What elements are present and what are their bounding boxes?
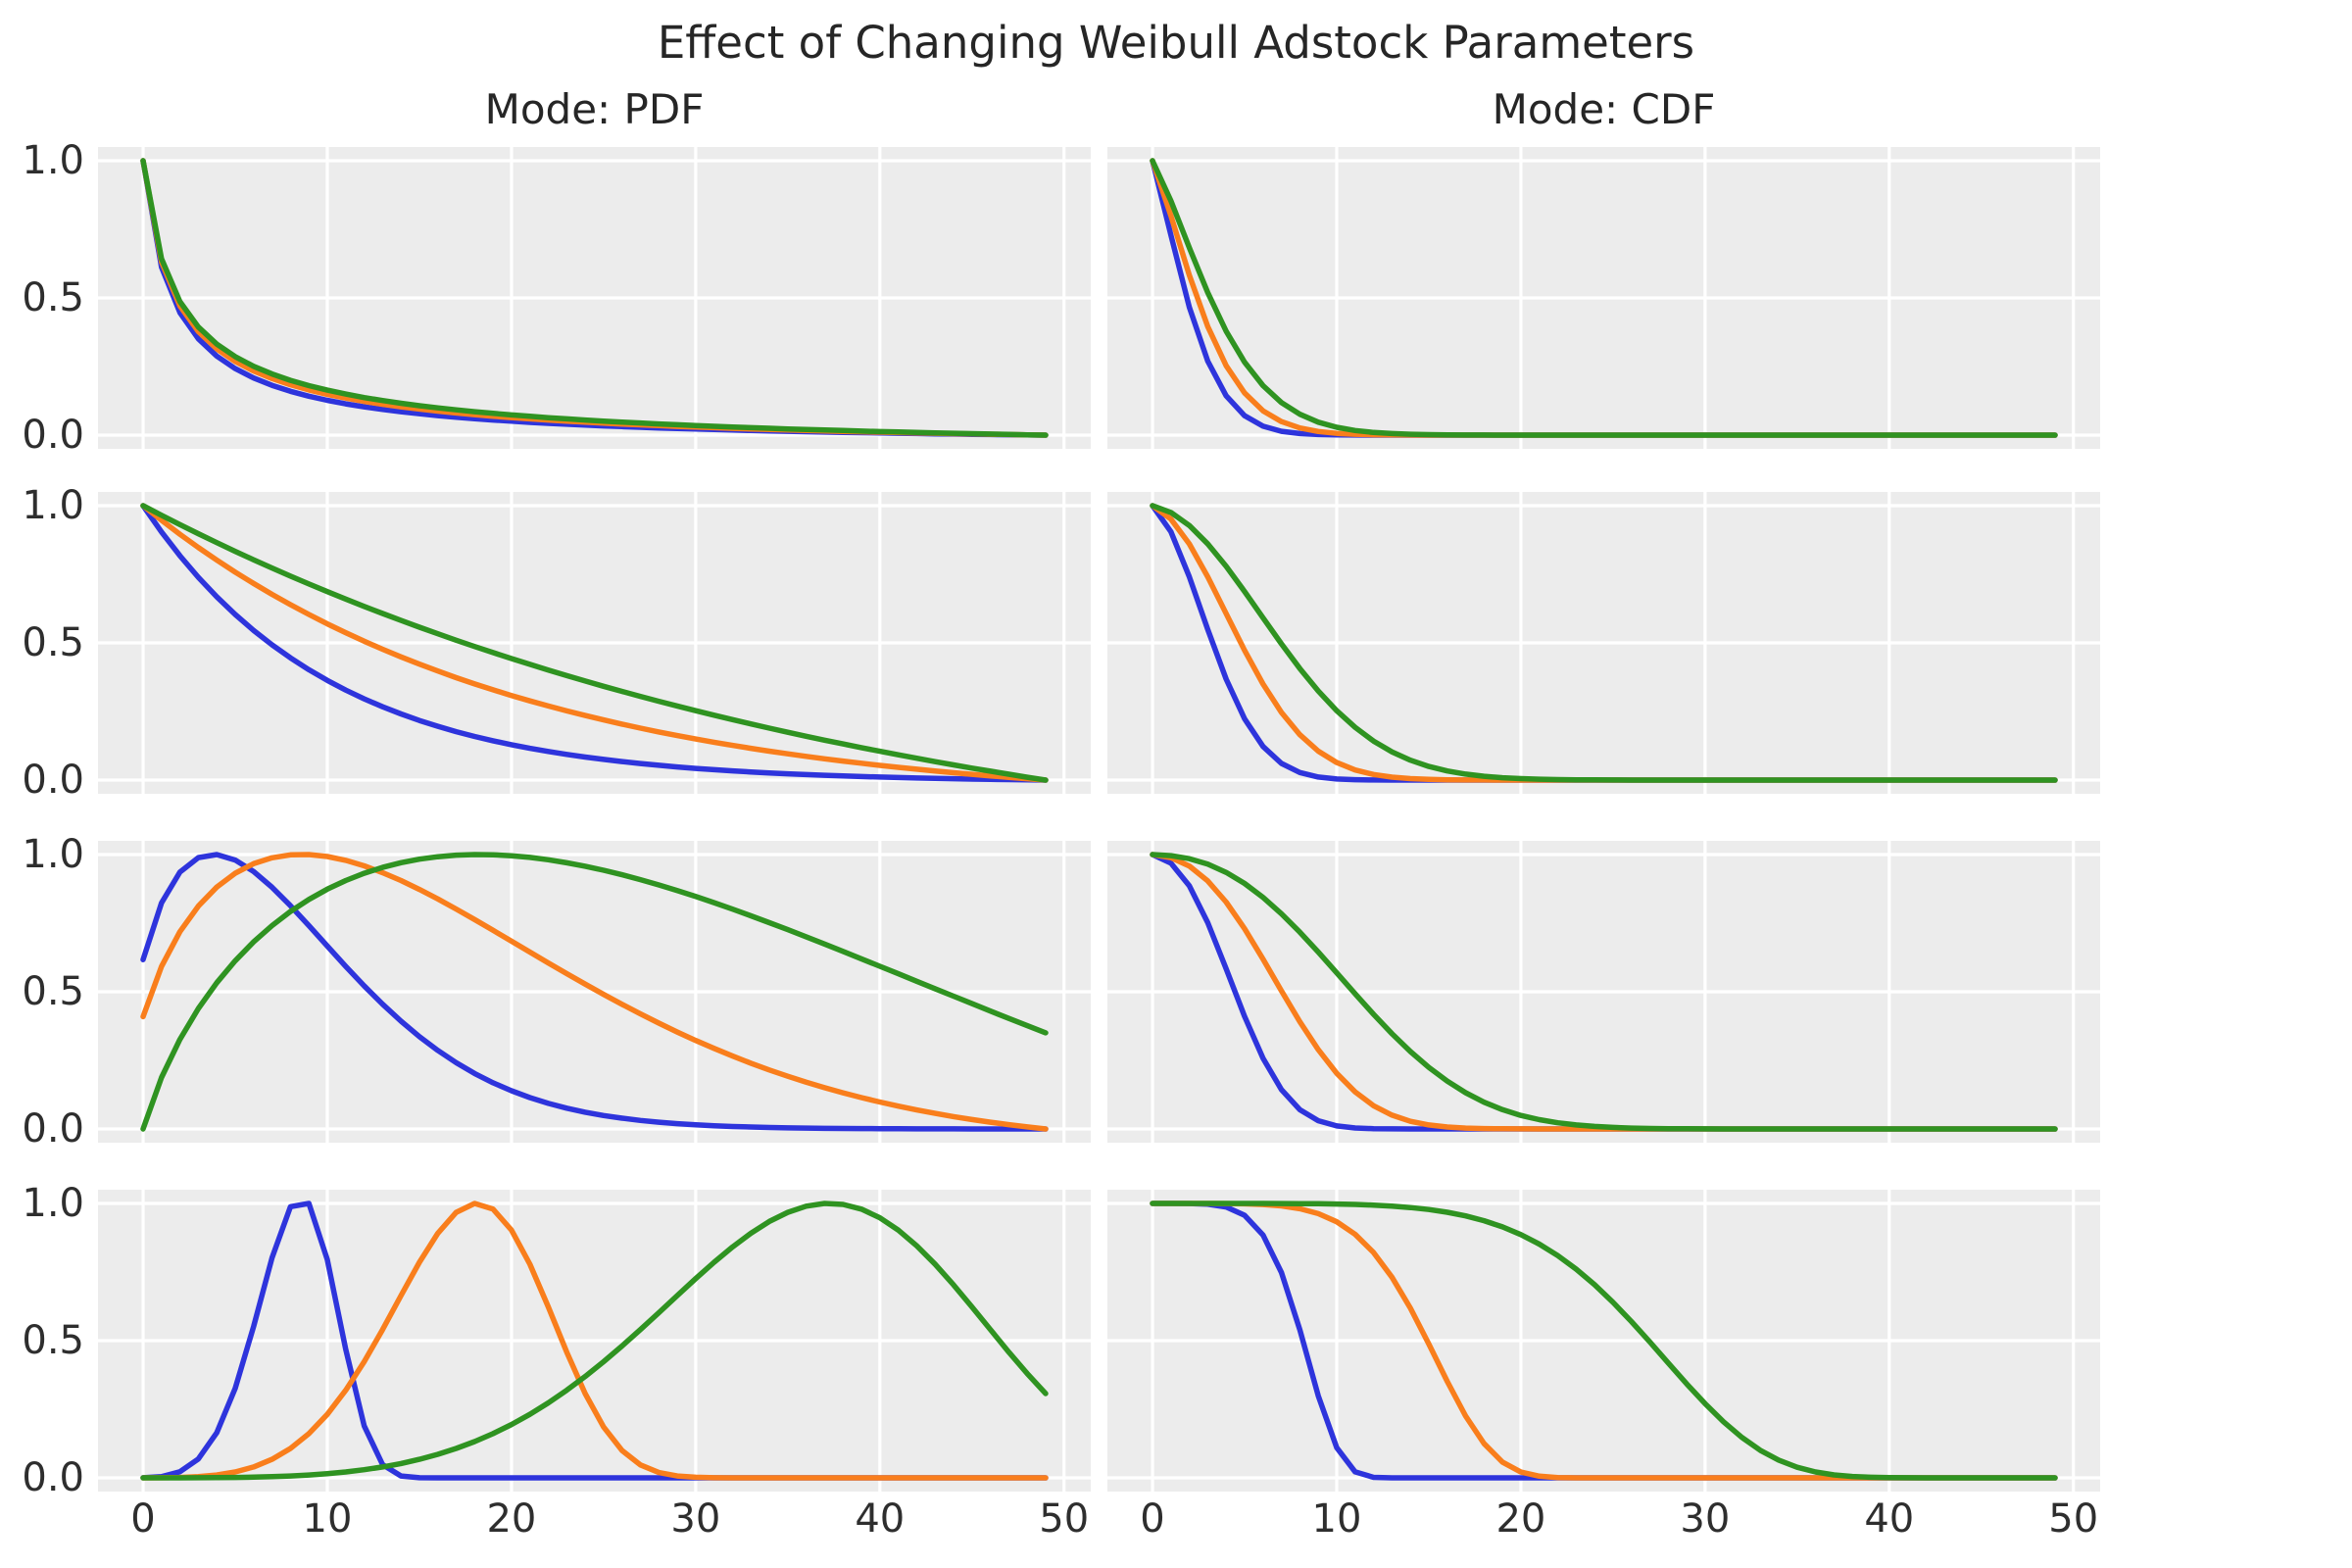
plot-area — [1107, 147, 2100, 449]
y-tick-label-row0-0.0: 0.0 — [22, 413, 84, 458]
plot-area — [98, 841, 1091, 1143]
plot-area — [98, 147, 1091, 449]
curve-pdf-shape-1.5-scale-40 — [140, 852, 1049, 1132]
y-tick-label-row3-0.5: 0.5 — [22, 1318, 84, 1363]
curve-pdf-shape-0.5-scale-40 — [140, 158, 1049, 438]
curve-pdf-shape-1-scale-40 — [140, 503, 1049, 783]
curve-pdf-shape-1-scale-20 — [140, 503, 1049, 783]
panel-cdf-shape-1 — [1107, 492, 2100, 794]
x-tick-label-col0-20: 20 — [486, 1496, 537, 1542]
panel-cdf-shape-0.5 — [1107, 147, 2100, 449]
y-tick-label-row1-1.0: 1.0 — [22, 483, 84, 528]
subplot-title-pdf: Mode: PDF — [484, 85, 705, 133]
x-tick-label-col0-0: 0 — [130, 1496, 156, 1542]
panel-cdf-shape-5 — [1107, 1190, 2100, 1492]
y-tick-label-row1-0.5: 0.5 — [22, 620, 84, 665]
x-tick-label-col1-30: 30 — [1680, 1496, 1731, 1542]
plot-area — [98, 492, 1091, 794]
x-tick-label-col0-50: 50 — [1039, 1496, 1090, 1542]
y-tick-label-row0-1.0: 1.0 — [22, 138, 84, 183]
plot-area — [1107, 841, 2100, 1143]
y-tick-label-row3-0.0: 0.0 — [22, 1455, 84, 1500]
x-tick-label-col1-40: 40 — [1864, 1496, 1915, 1542]
curve-cdf-shape-5-scale-40 — [1150, 1200, 2058, 1481]
figure-title: Effect of Changing Weibull Adstock Param… — [657, 17, 1695, 69]
panel-pdf-shape-5 — [98, 1190, 1091, 1492]
x-tick-label-col0-40: 40 — [855, 1496, 906, 1542]
x-tick-label-col0-10: 10 — [302, 1496, 353, 1542]
plot-area — [98, 1190, 1091, 1492]
curve-cdf-shape-1-scale-40 — [1150, 503, 2058, 783]
y-tick-label-row2-0.5: 0.5 — [22, 969, 84, 1014]
curve-cdf-shape-0.5-scale-40 — [1150, 158, 2058, 438]
x-tick-label-col0-30: 30 — [670, 1496, 721, 1542]
curve-cdf-shape-1.5-scale-40 — [1150, 852, 2058, 1132]
x-tick-label-col1-20: 20 — [1495, 1496, 1546, 1542]
x-tick-label-col1-50: 50 — [2048, 1496, 2099, 1542]
curve-pdf-shape-5-scale-20 — [140, 1200, 1049, 1481]
y-tick-label-row3-1.0: 1.0 — [22, 1181, 84, 1226]
subplot-title-cdf: Mode: CDF — [1492, 85, 1716, 133]
curve-pdf-shape-5-scale-40 — [140, 1200, 1049, 1481]
curve-pdf-shape-1.5-scale-20 — [140, 852, 1049, 1132]
y-tick-label-row2-1.0: 1.0 — [22, 832, 84, 877]
panel-pdf-shape-1.5 — [98, 841, 1091, 1143]
x-tick-label-col1-10: 10 — [1311, 1496, 1362, 1542]
y-tick-label-row1-0.0: 0.0 — [22, 758, 84, 803]
plot-area — [1107, 1190, 2100, 1492]
y-tick-label-row2-0.0: 0.0 — [22, 1106, 84, 1152]
x-tick-label-col1-0: 0 — [1140, 1496, 1165, 1542]
panel-pdf-shape-0.5 — [98, 147, 1091, 449]
curve-pdf-shape-1-scale-10 — [140, 503, 1049, 783]
panel-cdf-shape-1.5 — [1107, 841, 2100, 1143]
plot-area — [1107, 492, 2100, 794]
panel-pdf-shape-1 — [98, 492, 1091, 794]
y-tick-label-row0-0.5: 0.5 — [22, 275, 84, 320]
